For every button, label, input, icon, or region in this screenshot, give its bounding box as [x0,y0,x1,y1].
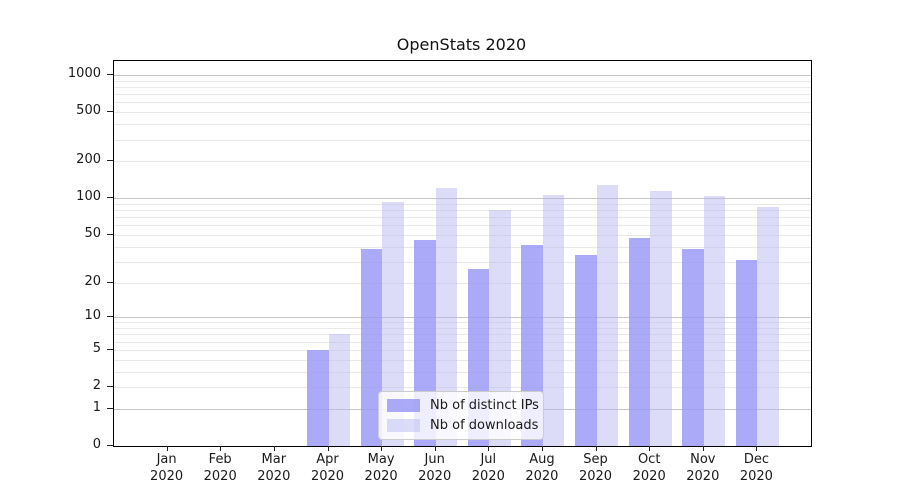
gridline-minor-9 [114,322,811,324]
x-tick-mark-aug-2020 [541,446,543,451]
y-tick-label-100: 100 [76,189,101,205]
y-tick-label-1: 1 [92,399,101,415]
y-tick-label-0: 0 [92,437,101,452]
legend-item-downloads: Nb of downloads [387,418,539,433]
y-tick-label-2: 2 [92,378,101,393]
bar-nb-of-distinct-ips-nov-2020 [682,249,704,446]
gridline-minor-500 [114,112,811,114]
legend-label-downloads: Nb of downloads [430,418,539,433]
x-tick-mark-jan-2020 [166,446,168,451]
y-tick-label-10: 10 [84,308,101,324]
y-tick-mark-2 [107,386,113,387]
y-tick-mark-500 [107,111,113,113]
y-tick-mark-20 [107,281,113,283]
gridline-minor-60 [114,225,811,227]
gridline-minor-700 [114,94,811,95]
x-tick-mark-dec-2020 [756,446,758,451]
x-tick-mark-mar-2020 [273,446,275,451]
y-tick-mark-200 [107,160,113,162]
gridline-minor-4 [114,359,811,361]
bar-nb-of-downloads-apr-2020 [328,334,350,446]
legend-label-distinct-ips: Nb of distinct IPs [430,398,539,413]
bar-nb-of-downloads-jun-2020 [435,188,458,446]
bar-nb-of-distinct-ips-apr-2020 [307,349,329,446]
gridline-minor-20 [114,282,811,284]
legend-swatch-distinct-ips-icon [387,399,420,412]
gridline-major-100 [114,198,811,200]
x-tick-mark-jun-2020 [434,446,436,451]
bar-nb-of-distinct-ips-sep-2020 [575,255,597,446]
x-tick-label-nov-2020: Nov 2020 [686,452,720,484]
gridline-minor-6 [114,341,811,343]
gridline-minor-7 [114,334,811,336]
x-tick-label-jan-2020: Jan 2020 [150,452,184,484]
x-tick-mark-jul-2020 [488,446,490,451]
bar-nb-of-distinct-ips-dec-2020 [735,259,758,446]
gridline-minor-70 [114,217,811,218]
legend: Nb of distinct IPs Nb of downloads [378,391,544,440]
y-tick-mark-5 [107,348,113,350]
gridline-minor-40 [114,246,811,248]
y-tick-label-20: 20 [84,273,101,289]
x-tick-mark-may-2020 [381,446,383,451]
plot-area: Nb of distinct IPs Nb of downloads [113,60,812,447]
y-tick-label-50: 50 [84,225,101,241]
gridline-minor-2 [114,387,811,388]
gridline-minor-300 [114,139,811,141]
gridline-minor-400 [114,124,811,126]
bar-nb-of-downloads-aug-2020 [542,194,565,446]
x-tick-mark-feb-2020 [220,446,222,451]
x-tick-label-jun-2020: Jun 2020 [418,452,452,484]
chart-title: OpenStats 2020 [396,35,527,54]
gridline-minor-800 [114,86,811,88]
y-tick-mark-0 [107,445,113,446]
bar-nb-of-downloads-may-2020 [382,202,404,446]
x-tick-mark-apr-2020 [327,446,329,451]
y-tick-mark-1 [107,407,113,409]
gridline-minor-3 [114,371,811,373]
gridline-minor-90 [114,203,811,205]
gridline-minor-5 [114,349,811,351]
legend-item-distinct-ips: Nb of distinct IPs [387,398,539,413]
y-tick-mark-100 [107,197,113,199]
bar-nb-of-distinct-ips-oct-2020 [628,238,651,446]
y-tick-label-1000: 1000 [67,65,101,81]
x-tick-label-dec-2020: Dec 2020 [739,452,773,484]
legend-swatch-downloads-icon [387,419,420,432]
y-tick-label-5: 5 [92,340,101,356]
x-tick-label-jul-2020: Jul 2020 [471,452,505,484]
y-tick-mark-1000 [107,73,113,75]
x-tick-mark-sep-2020 [595,446,597,451]
y-tick-mark-10 [107,316,113,318]
gridline-minor-600 [114,102,811,104]
gridline-major-1000 [114,74,811,76]
y-tick-mark-50 [107,233,113,235]
x-tick-label-apr-2020: Apr 2020 [310,452,345,484]
y-tick-label-500: 500 [76,103,101,119]
bar-nb-of-distinct-ips-may-2020 [360,249,383,446]
gridline-minor-80 [114,210,811,211]
gridline-minor-30 [114,261,811,263]
bar-nb-of-downloads-nov-2020 [703,195,726,446]
bar-nb-of-downloads-oct-2020 [650,190,672,446]
x-tick-mark-nov-2020 [702,446,704,451]
x-tick-label-aug-2020: Aug 2020 [525,452,559,484]
gridline-minor-50 [114,234,811,236]
x-tick-mark-oct-2020 [649,446,651,451]
x-tick-label-mar-2020: Mar 2020 [257,452,291,484]
gridline-major-10 [114,317,811,319]
bar-nb-of-downloads-dec-2020 [757,206,779,446]
x-tick-label-may-2020: May 2020 [364,452,398,484]
gridline-minor-8 [114,328,811,329]
x-tick-label-oct-2020: Oct 2020 [632,452,666,484]
y-tick-label-200: 200 [76,152,101,168]
x-tick-label-feb-2020: Feb 2020 [203,452,237,484]
gridline-minor-200 [114,161,811,163]
bar-nb-of-downloads-jul-2020 [489,210,511,446]
bar-nb-of-downloads-sep-2020 [596,185,618,446]
gridline-minor-900 [114,80,811,82]
x-tick-label-sep-2020: Sep 2020 [578,452,613,484]
